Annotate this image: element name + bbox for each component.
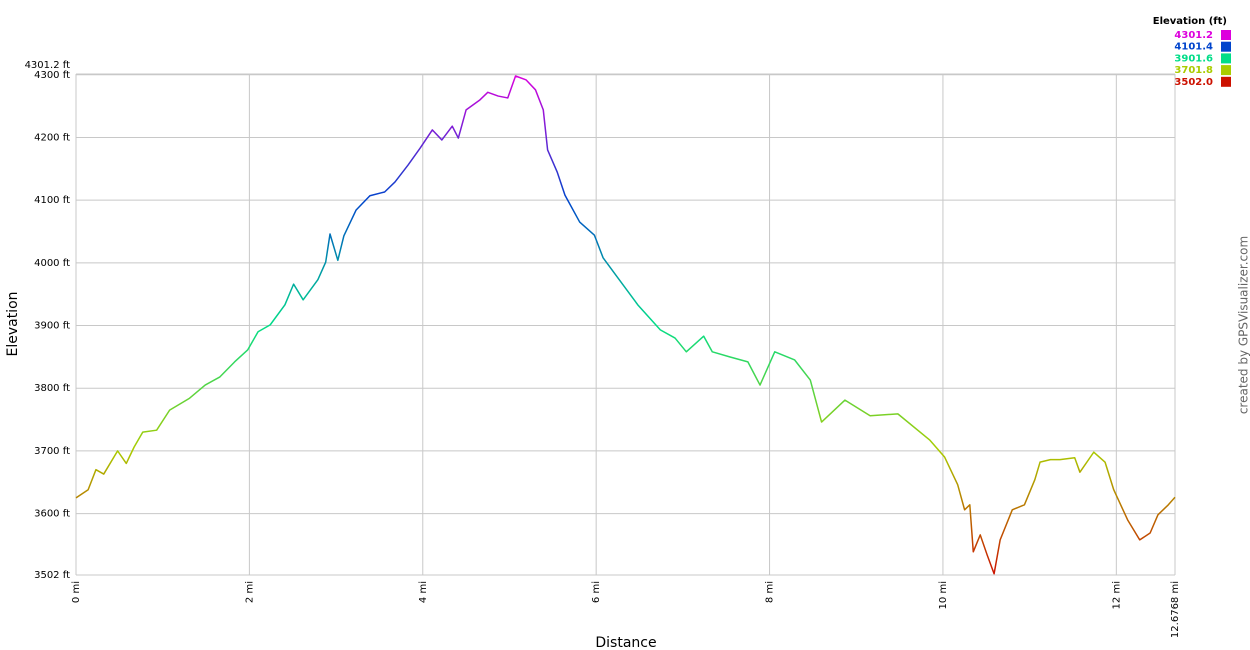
y-tick-label: 3502 ft <box>34 570 70 581</box>
legend-swatch <box>1221 30 1231 40</box>
y-tick-label: 4300 ft <box>34 70 70 81</box>
legend-swatch <box>1221 41 1231 52</box>
y-tick-label: 3600 ft <box>34 509 70 520</box>
y-tick-label: 4200 ft <box>34 132 70 143</box>
x-tick-label: 12 mi <box>1111 581 1122 609</box>
y-tick-label: 3800 ft <box>34 383 70 394</box>
x-tick-label: 0 mi <box>71 581 82 603</box>
x-tick-label: 6 mi <box>591 581 602 603</box>
legend-label: 3701.8 <box>1174 65 1213 76</box>
legend-swatch <box>1221 76 1231 87</box>
y-tick-label: 4301.2 ft <box>25 60 71 71</box>
elevation-line <box>75 75 1176 575</box>
y-tick-label: 4100 ft <box>34 195 70 206</box>
x-tick-label: 4 mi <box>418 581 429 603</box>
legend-label: 4101.4 <box>1174 42 1213 53</box>
legend-label: 3901.6 <box>1174 53 1213 64</box>
legend-swatch <box>1221 53 1231 64</box>
legend-title: Elevation (ft) <box>1153 16 1227 27</box>
x-tick-label: 2 mi <box>244 581 255 603</box>
y-tick-label: 3900 ft <box>34 321 70 332</box>
x-tick-label: 12.6768 mi <box>1170 581 1181 638</box>
y-axis-title: Elevation <box>5 291 21 356</box>
y-tick-label: 3700 ft <box>34 446 70 457</box>
credit: created by GPSVisualizer.com <box>1237 236 1250 414</box>
y-tick-label: 4000 ft <box>34 258 70 269</box>
x-tick-label: 8 mi <box>765 581 776 603</box>
legend-label: 4301.2 <box>1174 30 1213 41</box>
x-axis-title: Distance <box>595 635 656 650</box>
x-tick-label: 10 mi <box>938 581 949 609</box>
legend-swatch <box>1221 65 1231 76</box>
legend-label: 3502.0 <box>1174 77 1213 88</box>
